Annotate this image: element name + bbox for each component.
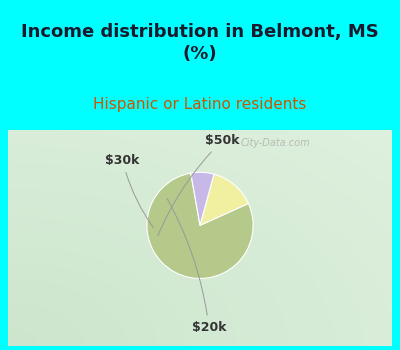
Text: $50k: $50k [158,134,239,236]
Text: $20k: $20k [167,198,226,334]
Text: Hispanic or Latino residents: Hispanic or Latino residents [93,97,307,112]
Text: City-Data.com: City-Data.com [240,138,310,148]
Text: $30k: $30k [105,154,154,228]
Wedge shape [191,172,214,225]
Wedge shape [200,174,248,225]
Wedge shape [147,173,253,279]
Text: Income distribution in Belmont, MS
(%): Income distribution in Belmont, MS (%) [21,23,379,63]
